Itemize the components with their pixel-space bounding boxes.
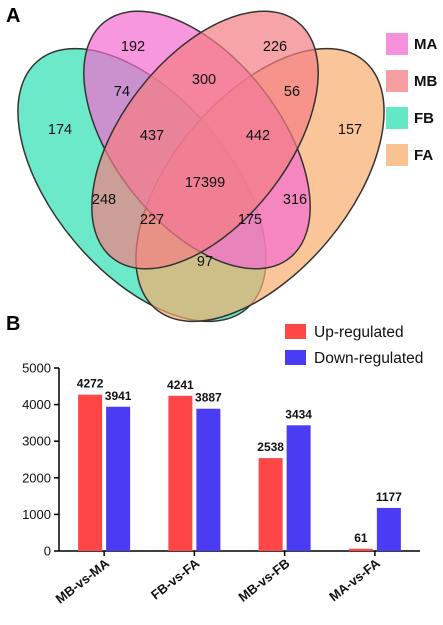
legend-label-mb: MB: [414, 73, 437, 90]
y-tick-label: 2000: [22, 470, 51, 485]
legend-swatch-mb: [386, 70, 408, 92]
y-tick-label: 0: [44, 544, 51, 559]
legend-label-ma: MA: [414, 36, 437, 53]
bar-marks: [78, 394, 401, 551]
bar-legend: Up-regulated Down-regulated: [285, 324, 423, 367]
x-category-label: MB-vs-MA: [53, 555, 113, 606]
venn-region-mb: 226: [263, 39, 287, 55]
bar-legend-label-up: Up-regulated: [314, 324, 404, 341]
bar-legend-label-down: Down-regulated: [314, 350, 423, 367]
legend-label-fa: FA: [414, 147, 433, 164]
bar-up: [168, 395, 193, 551]
x-category-label: MB-vs-FB: [235, 556, 292, 605]
venn-region-ma-mb-fa: 442: [246, 128, 270, 144]
venn-region-ma-mb-fb: 437: [140, 128, 164, 144]
bar-up: [348, 548, 373, 551]
venn-ellipses: [17, 10, 385, 323]
bar-value-label: 3941: [105, 389, 132, 403]
y-tick-label: 5000: [22, 361, 51, 376]
venn-region-fb-fa: 97: [197, 254, 213, 270]
venn-region-fb: 174: [48, 122, 72, 138]
bar-value-label: 3434: [285, 407, 312, 421]
venn-region-mb-fb-fa: 175: [238, 212, 262, 228]
x-category-label: FB-vs-FA: [148, 555, 203, 602]
venn-region-mb-fa: 56: [284, 84, 300, 100]
venn-region-ma-mb-fb-fa: 17399: [185, 175, 225, 191]
bar-down: [106, 406, 131, 551]
legend-swatch-ma: [386, 33, 408, 55]
bar-down: [286, 425, 311, 551]
y-tick-label: 3000: [22, 434, 51, 449]
bar-value-label: 4272: [77, 377, 104, 391]
y-tick-label: 4000: [22, 397, 51, 412]
venn-region-ma-fb-fa: 227: [140, 212, 164, 228]
legend-swatch-fa: [386, 144, 408, 166]
bar-down: [376, 507, 401, 551]
venn-ellipse-mb: [91, 10, 319, 270]
bar-up: [78, 394, 103, 551]
bar-up: [258, 458, 283, 551]
bar-value-label: 4241: [167, 378, 194, 392]
bar-value-label: 2538: [257, 440, 284, 454]
bar-value-label: 3887: [195, 391, 222, 405]
venn-region-labels: 192 226 174 157 300 74 56 437 442 17399 97 227 175 31…: [48, 39, 362, 270]
bar-legend-swatch-up: [285, 324, 306, 339]
venn-region-ma: 192: [121, 39, 145, 55]
venn-legend: MA MB FB FA: [386, 33, 437, 166]
venn-region-ma-fb: 74: [114, 84, 130, 100]
bar-down: [196, 408, 221, 551]
venn-region-mb-fb: 248: [92, 192, 116, 208]
venn-region-ma-mb: 300: [192, 72, 216, 88]
y-tick-label: 1000: [22, 507, 51, 522]
legend-swatch-fb: [386, 107, 408, 129]
bar-value-label: 61: [354, 531, 368, 545]
panel-a-label: A: [6, 5, 20, 27]
legend-label-fb: FB: [414, 110, 434, 127]
bar-value-label: 1177: [376, 490, 402, 504]
bar-legend-swatch-down: [285, 350, 306, 365]
panel-b-label: B: [6, 313, 20, 335]
venn-region-fa: 157: [338, 122, 362, 138]
x-category-label: MA-vs-FA: [326, 555, 383, 604]
venn-region-ma-fa: 316: [283, 192, 307, 208]
